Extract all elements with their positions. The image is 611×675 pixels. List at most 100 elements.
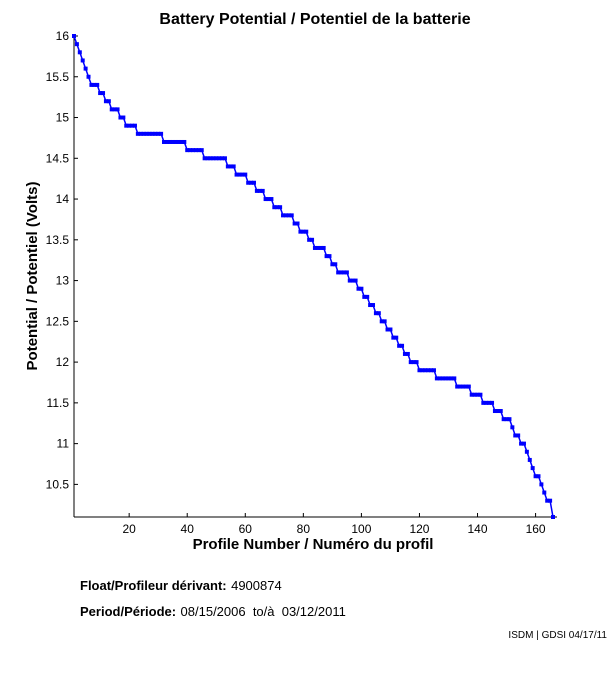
- data-point: [193, 148, 198, 153]
- y-tick-label: 14.5: [46, 151, 70, 165]
- data-point: [426, 368, 431, 373]
- data-point: [191, 148, 196, 153]
- data-point: [240, 172, 245, 177]
- data-point: [507, 417, 512, 422]
- data-point: [222, 156, 227, 161]
- data-point: [147, 131, 152, 136]
- data-point: [249, 180, 254, 185]
- data-point: [121, 115, 126, 120]
- data-point: [289, 213, 294, 218]
- data-point: [321, 245, 326, 250]
- data-point: [437, 376, 442, 381]
- data-point: [417, 368, 422, 373]
- y-tick-label: 13.5: [46, 233, 70, 247]
- data-point: [292, 221, 297, 226]
- data-point: [89, 82, 94, 87]
- data-point: [414, 360, 419, 365]
- data-point: [315, 245, 320, 250]
- data-point: [283, 213, 288, 218]
- data-point: [533, 474, 538, 479]
- series-line: [73, 35, 554, 518]
- x-tick-label: 140: [468, 522, 488, 536]
- x-tick-label: 100: [351, 522, 371, 536]
- data-point: [156, 131, 161, 136]
- data-point: [440, 376, 445, 381]
- data-point: [86, 74, 91, 79]
- data-point: [443, 376, 448, 381]
- data-point: [234, 172, 239, 177]
- data-point: [281, 213, 286, 218]
- data-point: [548, 498, 553, 503]
- x-tick-label: 120: [409, 522, 429, 536]
- chart-title: Battery Potential / Potentiel de la batt…: [159, 11, 470, 28]
- y-tick-label: 11: [57, 437, 70, 451]
- data-point: [434, 376, 439, 381]
- data-point: [231, 164, 236, 169]
- data-point: [373, 311, 378, 316]
- data-point: [246, 180, 251, 185]
- data-point: [269, 197, 274, 202]
- data-point: [379, 319, 384, 324]
- y-tick-label: 15: [56, 111, 70, 125]
- data-point: [469, 392, 474, 397]
- data-point: [298, 229, 303, 234]
- data-point: [310, 237, 315, 242]
- y-tick-label: 12.5: [46, 314, 70, 328]
- data-point: [371, 303, 376, 308]
- data-point: [501, 417, 506, 422]
- data-point: [211, 156, 216, 161]
- data-point: [304, 229, 309, 234]
- data-point: [286, 213, 291, 218]
- data-point: [353, 278, 358, 283]
- x-tick-label: 60: [239, 522, 253, 536]
- data-point: [324, 254, 329, 259]
- data-point: [376, 311, 381, 316]
- y-axis-label: Potential / Potentiel (Volts): [24, 182, 41, 371]
- data-point: [185, 148, 190, 153]
- x-axis-label: Profile Number / Numéro du profil: [193, 536, 434, 553]
- data-point: [339, 270, 344, 275]
- data-point: [330, 262, 335, 267]
- data-point: [225, 164, 230, 169]
- data-point: [77, 50, 82, 55]
- data-point: [449, 376, 454, 381]
- data-point: [524, 449, 529, 454]
- data-point: [124, 123, 129, 128]
- data-point: [307, 237, 312, 242]
- data-point: [492, 409, 497, 414]
- data-point: [167, 139, 172, 144]
- data-point: [115, 107, 120, 112]
- y-tick-label: 14: [56, 192, 70, 206]
- y-tick-label: 13: [56, 274, 70, 288]
- data-point: [217, 156, 222, 161]
- data-point: [536, 474, 541, 479]
- data-point: [385, 327, 390, 332]
- data-point: [411, 360, 416, 365]
- period-label: Period/Période:: [80, 604, 177, 619]
- data-point: [196, 148, 201, 153]
- data-point: [365, 294, 370, 299]
- data-point: [272, 205, 277, 210]
- data-point: [455, 384, 460, 389]
- data-point: [135, 131, 140, 136]
- period-info: Period/Période: 08/15/2006 to/à 03/12/20…: [80, 603, 346, 621]
- data-point: [202, 156, 207, 161]
- data-point: [98, 91, 103, 96]
- data-point: [182, 139, 187, 144]
- data-point: [333, 262, 338, 267]
- data-point: [80, 58, 85, 63]
- battery-series: [72, 34, 555, 519]
- data-point: [237, 172, 242, 177]
- data-point: [251, 180, 256, 185]
- data-point: [257, 188, 262, 193]
- data-point: [101, 91, 106, 96]
- data-point: [513, 433, 518, 438]
- y-tick-label: 16: [56, 29, 70, 43]
- data-point: [208, 156, 213, 161]
- axes: [73, 34, 557, 518]
- float-value: 4900874: [231, 578, 282, 593]
- data-point: [516, 433, 521, 438]
- battery-chart: Battery Potential / Potentiel de la batt…: [24, 11, 557, 553]
- data-point: [402, 351, 407, 356]
- data-point: [495, 409, 500, 414]
